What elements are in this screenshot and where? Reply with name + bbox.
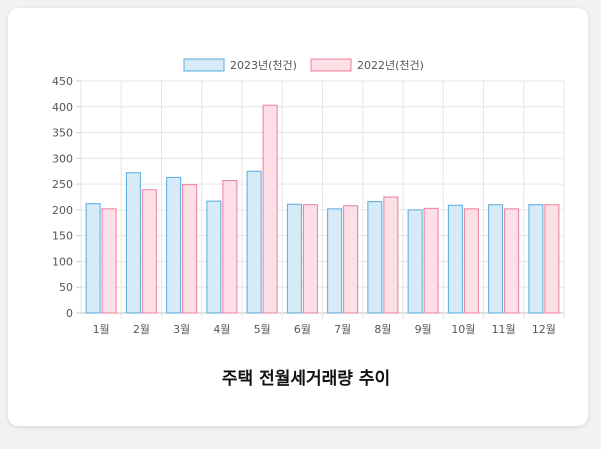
bar-2023-4[interactable] [206,200,222,314]
bar-2023-9[interactable] [407,209,423,314]
bar-2022-3[interactable] [182,184,198,314]
bar-2022-7[interactable] [343,205,359,314]
bar-2022-6[interactable] [302,204,318,314]
legend-label-2022[interactable]: 2022년(천건) [357,58,424,72]
x-tick-label: 8월 [374,323,391,336]
bar-2023-7[interactable] [327,208,343,314]
y-tick-label: 250 [52,178,73,191]
chart-title: 주택 전월세거래량 추이 [222,369,390,389]
bar-2022-12[interactable] [544,204,560,314]
y-axis: 0 50 100 150 200 250 300 350 400 450 [52,75,81,320]
y-tick-label: 150 [52,230,73,243]
legend-swatch-2023[interactable] [183,58,225,72]
legend-label-2023[interactable]: 2023년(천건) [230,58,297,72]
y-tick-label: 350 [52,127,73,140]
grid-lines [80,80,565,319]
x-tick-label: 5월 [254,323,271,336]
y-tick-label: 100 [52,255,73,268]
x-tick-label: 3월 [173,323,190,336]
x-tick-label: 9월 [415,323,432,336]
bar-2022-9[interactable] [423,207,439,314]
y-tick-label: 50 [59,281,73,294]
legend-swatch-2022[interactable] [310,58,352,72]
x-tick-label: 2월 [133,323,150,336]
bar-2023-8[interactable] [367,201,383,314]
x-tick-label: 1월 [93,323,110,336]
bar-2023-3[interactable] [166,176,182,314]
bar-2022-11[interactable] [504,208,520,314]
y-tick-label: 0 [66,307,73,320]
bar-2023-5[interactable] [246,170,262,314]
bar-2022-8[interactable] [383,196,399,314]
bar-2023-12[interactable] [528,204,544,314]
y-tick-label: 300 [52,152,73,165]
bar-2022-10[interactable] [463,208,479,314]
x-tick-label: 4월 [213,323,230,336]
legend: 2023년(천건) 2022년(천건) [183,58,424,72]
bar-2022-5[interactable] [262,104,278,314]
bar-2023-6[interactable] [286,203,302,314]
y-tick-label: 400 [52,101,73,114]
y-tick-label: 200 [52,204,73,217]
bar-2022-1[interactable] [101,208,117,314]
bar-2023-11[interactable] [488,204,504,314]
x-axis: 1월 2월 3월 4월 5월 6월 7월 8월 9월 10월 11월 12월 [93,323,556,336]
bar-2023-1[interactable] [85,203,101,314]
chart-card: 0 50 100 150 200 250 300 350 400 450 1월 2월 3월 4월 5월 6월… [8,8,588,426]
bar-2022-2[interactable] [141,189,157,314]
y-tick-label: 450 [52,75,73,88]
x-tick-label: 10월 [451,323,475,336]
x-tick-label: 7월 [334,323,351,336]
bar-2023-2[interactable] [125,172,141,314]
bar-2023-10[interactable] [447,204,463,314]
bar-2022-4[interactable] [222,180,238,314]
x-tick-label: 12월 [532,323,556,336]
x-tick-label: 11월 [492,323,516,336]
bar-chart: 0 50 100 150 200 250 300 350 400 450 1월 2월 3월 4월 5월 6월… [52,58,565,389]
x-tick-label: 6월 [294,323,311,336]
bars [85,104,560,314]
